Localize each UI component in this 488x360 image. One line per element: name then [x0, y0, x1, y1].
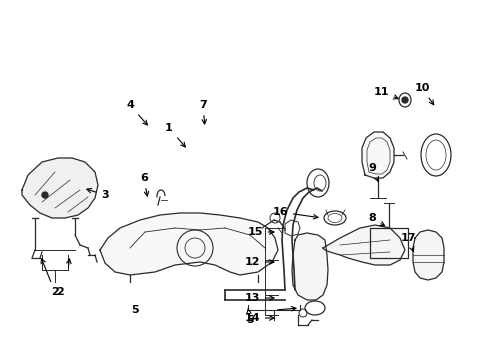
Text: 11: 11 — [372, 87, 397, 99]
Text: 4: 4 — [126, 100, 147, 125]
Text: 10: 10 — [413, 83, 433, 105]
Text: 9: 9 — [367, 163, 378, 181]
Text: 5: 5 — [131, 305, 139, 315]
Text: 5: 5 — [245, 309, 253, 325]
Polygon shape — [361, 132, 393, 178]
Text: 16: 16 — [272, 207, 317, 219]
Circle shape — [401, 97, 407, 103]
Text: 14: 14 — [244, 313, 273, 323]
Polygon shape — [100, 213, 278, 275]
Polygon shape — [412, 230, 443, 280]
Text: 8: 8 — [367, 213, 384, 226]
Text: 13: 13 — [244, 293, 273, 303]
Text: 12: 12 — [244, 257, 273, 267]
Text: 6: 6 — [140, 173, 148, 196]
Circle shape — [42, 192, 48, 198]
Text: 3: 3 — [87, 188, 109, 200]
Text: 2: 2 — [56, 287, 64, 297]
Text: 1: 1 — [165, 123, 185, 147]
Polygon shape — [291, 233, 327, 300]
Bar — [369, 228, 407, 258]
Polygon shape — [323, 225, 404, 265]
Text: 2: 2 — [41, 259, 59, 297]
Text: 15: 15 — [247, 227, 273, 237]
Text: 7: 7 — [199, 100, 206, 124]
Text: 17: 17 — [400, 233, 415, 251]
Polygon shape — [22, 158, 98, 218]
